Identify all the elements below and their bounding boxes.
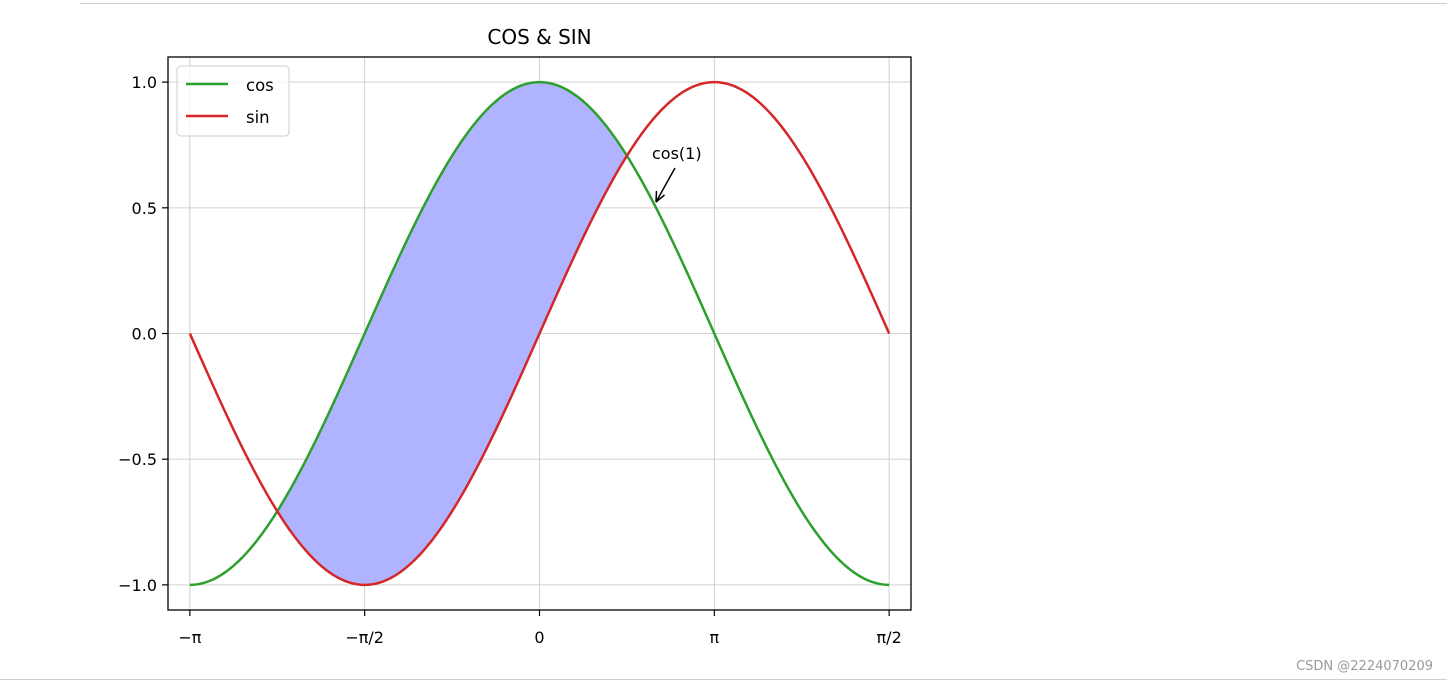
x-tick-label: −π <box>178 628 201 647</box>
x-tick-label: 0 <box>534 628 544 647</box>
y-tick-label: 0.0 <box>132 325 157 344</box>
fill-between-area <box>277 82 626 585</box>
legend-entry-cos: cos <box>246 76 274 95</box>
annotation-arrow <box>655 167 676 203</box>
x-tick-label: π <box>710 628 720 647</box>
top-bar <box>0 0 1447 4</box>
legend-entry-sin: sin <box>246 108 270 127</box>
x-tick-label: −π/2 <box>345 628 384 647</box>
bottom-divider <box>0 679 1447 680</box>
top-divider <box>80 3 1447 4</box>
annotation: cos(1) <box>652 144 702 203</box>
chart-title: COS & SIN <box>487 25 591 49</box>
series-line-sin <box>188 80 891 587</box>
annotation-arrowhead <box>655 190 665 203</box>
y-axis: −1.0 −0.5 0.0 0.5 1.0 <box>118 73 168 595</box>
y-tick-label: −0.5 <box>118 450 157 469</box>
series-line-cos <box>189 80 890 587</box>
y-tick-label: 0.5 <box>132 199 157 218</box>
watermark: CSDN @2224070209 <box>1296 659 1433 674</box>
y-tick-label: −1.0 <box>118 576 157 595</box>
legend: cos sin <box>176 65 290 137</box>
x-axis: −π −π/2 0 π π/2 <box>178 610 902 647</box>
y-tick-label: 1.0 <box>132 73 157 92</box>
x-tick-label: π/2 <box>877 628 902 647</box>
annotation-text: cos(1) <box>652 144 702 163</box>
